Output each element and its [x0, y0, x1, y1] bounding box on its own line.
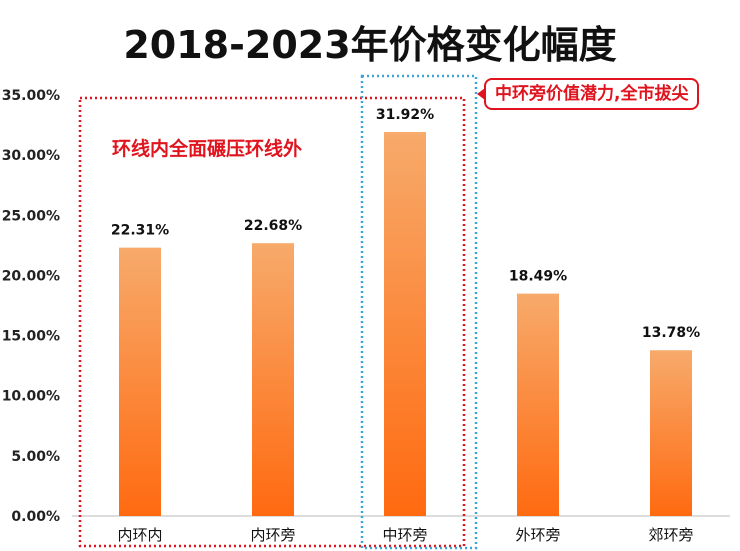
bar-value-label: 22.31%	[111, 223, 169, 239]
x-category-label: 中环旁	[382, 526, 427, 544]
bar-value-label: 18.49%	[509, 269, 567, 285]
bar	[119, 247, 161, 516]
bar	[252, 243, 294, 516]
y-tick-label: 25.00%	[2, 208, 60, 224]
middle-ring-highlight-box	[360, 74, 478, 550]
y-tick-label: 30.00%	[2, 148, 60, 164]
bar-value-label: 31.92%	[376, 107, 434, 123]
bar	[517, 293, 559, 516]
y-tick-label: 35.00%	[2, 88, 60, 104]
bar	[650, 350, 692, 516]
y-tick-label: 5.00%	[11, 449, 60, 465]
x-category-label: 内环旁	[250, 526, 295, 544]
y-tick-label: 20.00%	[2, 268, 60, 284]
y-tick-label: 15.00%	[2, 329, 60, 345]
bar	[384, 132, 426, 516]
bar-value-label: 13.78%	[642, 325, 700, 341]
y-tick-label: 0.00%	[11, 509, 60, 525]
inner-ring-highlight-box	[78, 96, 466, 548]
x-category-label: 郊环旁	[648, 526, 693, 544]
chart-title: 2018-2023年价格变化幅度	[123, 23, 617, 67]
x-category-label: 内环内	[117, 526, 162, 544]
left-group-annotation: 环线内全面碾压环线外	[112, 138, 303, 160]
x-category-label: 外环旁	[515, 526, 560, 544]
y-tick-label: 10.00%	[2, 389, 60, 405]
bar-value-label: 22.68%	[244, 218, 302, 234]
middle-ring-callout: 中环旁价值潜力,全市拔尖	[476, 78, 700, 110]
